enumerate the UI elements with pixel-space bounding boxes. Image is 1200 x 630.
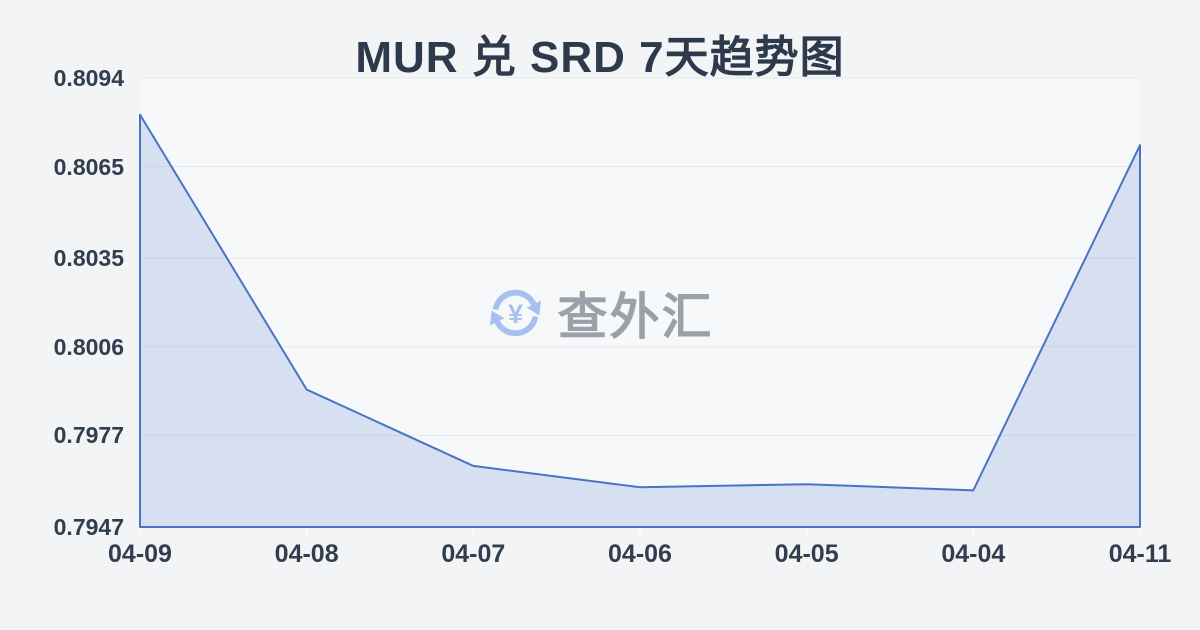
exchange-arrow-bottom	[494, 315, 539, 337]
plot-area	[140, 78, 1140, 527]
area-series	[139, 113, 1141, 528]
arrowhead-left	[489, 310, 505, 326]
watermark-text: 查外汇	[557, 289, 714, 345]
arrowhead-right	[526, 300, 542, 316]
x-axis-label: 04-07	[441, 540, 506, 568]
x-axis-label: 04-08	[274, 540, 339, 568]
x-axis-label: 04-11	[1108, 540, 1172, 568]
currency-exchange-icon: ¥	[489, 289, 542, 337]
x-axis-label: 04-05	[774, 540, 839, 568]
watermark: ¥ 查外汇	[487, 277, 714, 349]
x-axis-label: 04-06	[608, 540, 672, 568]
y-axis-label: 0.8035	[53, 245, 124, 272]
x-axis-label: 04-04	[941, 540, 1006, 568]
y-axis-label: 0.8094	[53, 65, 124, 91]
chart-title: MUR 兑 SRD 7天趋势图	[355, 33, 845, 82]
x-axis-label: 04-09	[108, 540, 172, 568]
y-axis-label: 0.7947	[53, 514, 124, 540]
yen-icon: ¥	[508, 299, 523, 329]
y-axis-label: 0.8065	[53, 153, 124, 180]
y-axis-label: 0.8006	[53, 333, 124, 360]
y-axis-label: 0.7977	[53, 422, 124, 449]
exchange-arrow-top	[492, 289, 537, 311]
